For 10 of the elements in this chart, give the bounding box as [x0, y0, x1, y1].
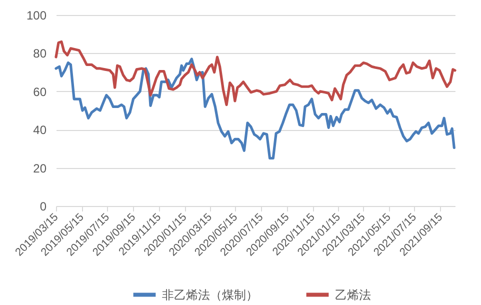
y-tick-label: 0 — [40, 200, 47, 214]
y-tick-label: 60 — [33, 84, 47, 99]
line-series — [54, 40, 456, 106]
y-tick-label: 80 — [33, 46, 47, 61]
line-series — [54, 58, 456, 160]
y-tick-label: 20 — [33, 161, 47, 176]
y-tick-label: 100 — [26, 8, 47, 22]
y-tick-label: 40 — [33, 123, 47, 138]
legend-label: 乙烯法 — [335, 288, 371, 302]
legend-label: 非乙烯法（煤制） — [162, 288, 258, 302]
